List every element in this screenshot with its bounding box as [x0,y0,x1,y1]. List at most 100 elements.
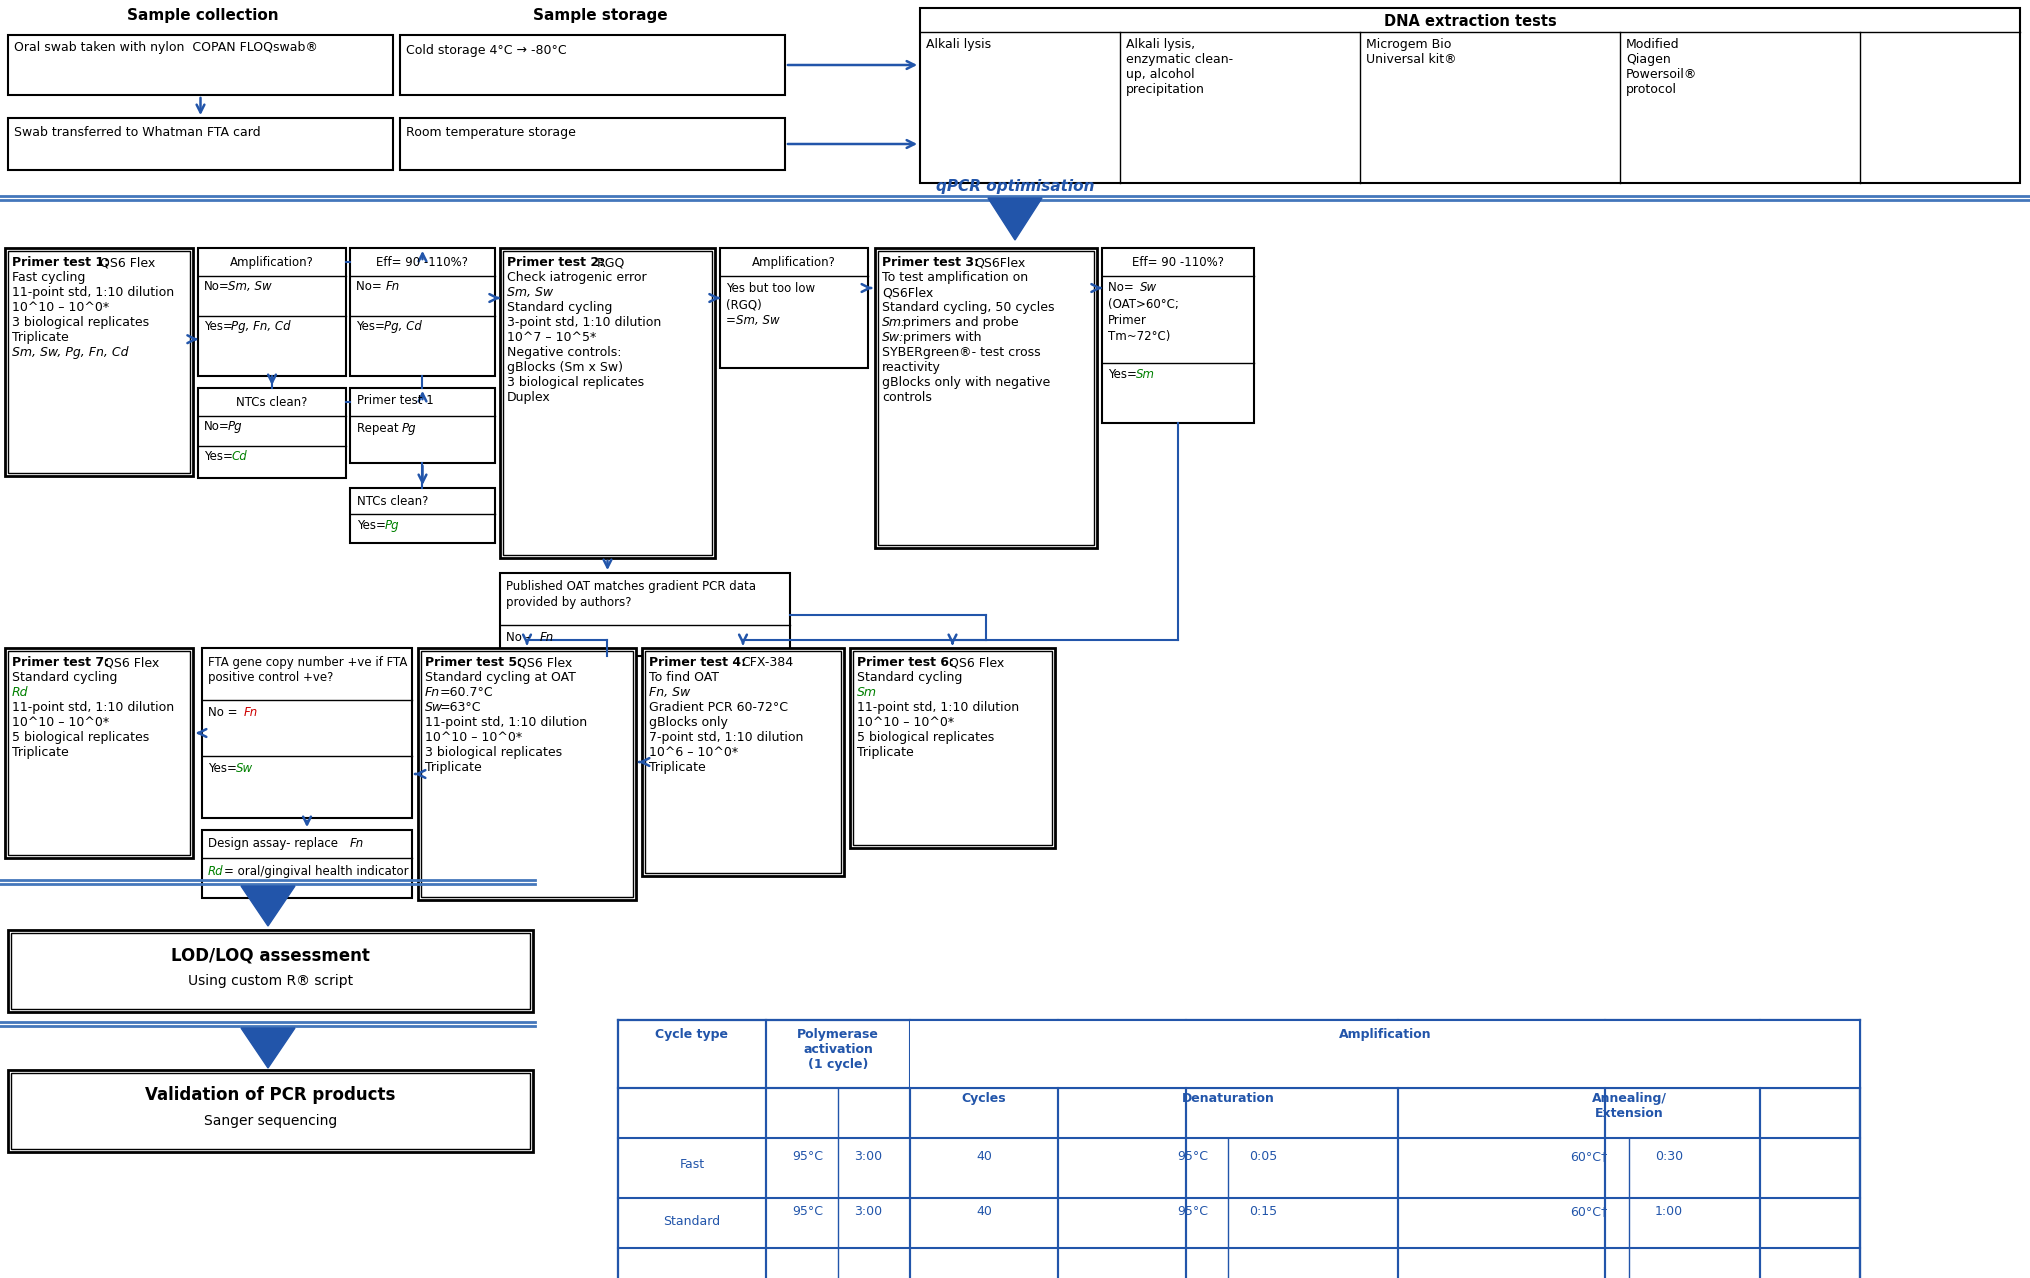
Text: Sm, Sw: Sm, Sw [508,286,552,299]
Text: Eff= 90 -110%?: Eff= 90 -110%? [1133,256,1224,268]
Text: Amplification: Amplification [1338,1028,1431,1042]
Text: Triplicate: Triplicate [12,331,69,344]
Bar [920,8,2020,183]
Text: Pg, Fn, Cd: Pg, Fn, Cd [231,320,290,334]
Text: Room temperature storage: Room temperature storage [406,127,577,139]
Text: 3:00: 3:00 [855,1205,883,1218]
Text: Yes=: Yes= [203,450,233,463]
Text: Primer test 3:: Primer test 3: [881,256,978,268]
Bar [4,648,193,858]
Text: Sample storage: Sample storage [532,8,668,23]
Text: Cold storage 4°C → -80°C: Cold storage 4°C → -80°C [406,43,566,58]
Text: 11-point std, 1:10 dilution: 11-point std, 1:10 dilution [12,702,175,714]
Text: Sanger sequencing: Sanger sequencing [203,1114,337,1128]
Text: Annealing/
Extension: Annealing/ Extension [1592,1091,1667,1120]
Text: 3-point std, 1:10 dilution: 3-point std, 1:10 dilution [508,316,662,328]
Text: Oral swab taken with nylon  COPAN FLOQswab®: Oral swab taken with nylon COPAN FLOQswa… [14,41,319,54]
Text: reactivity: reactivity [881,360,940,374]
Text: FTA gene copy number +ve if FTA: FTA gene copy number +ve if FTA [207,656,408,668]
Text: DNA extraction tests: DNA extraction tests [1384,14,1557,29]
Bar [646,651,840,873]
Text: Pg: Pg [386,519,400,532]
Text: Rd: Rd [12,686,28,699]
Text: 5 biological replicates: 5 biological replicates [12,731,150,744]
Bar [10,933,530,1010]
Text: =60.7°C: =60.7°C [441,686,493,699]
Bar [617,1020,1859,1278]
Bar [909,1021,1859,1088]
Text: Yes but too low: Yes but too low [727,282,816,295]
Text: gBlocks only with negative: gBlocks only with negative [881,376,1050,389]
Text: QS6 Flex: QS6 Flex [99,256,154,268]
Text: Sm, Sw, Pg, Fn, Cd: Sm, Sw, Pg, Fn, Cd [12,346,128,359]
Bar [4,248,193,475]
Text: Validation of PCR products: Validation of PCR products [146,1086,396,1104]
Text: Sm, Sw: Sm, Sw [227,280,272,293]
Text: Using custom R® script: Using custom R® script [189,974,353,988]
Text: Cycle type: Cycle type [656,1028,729,1042]
Bar [8,250,191,473]
Text: 10^6 – 10^0*: 10^6 – 10^0* [650,746,739,759]
Text: Standard cycling: Standard cycling [857,671,962,684]
Text: 0:30: 0:30 [1654,1150,1683,1163]
Text: Primer: Primer [1108,314,1147,327]
Polygon shape [242,886,294,927]
Text: 10^10 – 10^0*: 10^10 – 10^0* [12,716,110,728]
Text: = oral/gingival health indicator: = oral/gingival health indicator [223,865,408,878]
Text: CFX-384: CFX-384 [741,656,794,668]
Text: gBlocks only: gBlocks only [650,716,729,728]
Text: Yes=: Yes= [357,519,386,532]
Text: Modified
Qiagen
Powersoil®
protocol: Modified Qiagen Powersoil® protocol [1626,38,1697,96]
Text: Standard cycling at OAT: Standard cycling at OAT [424,671,577,684]
Bar [203,829,412,898]
Text: Primer test 4:: Primer test 4: [650,656,747,668]
Text: Yes=: Yes= [203,320,233,334]
Text: 10^7 – 10^5*: 10^7 – 10^5* [508,331,597,344]
Text: Triplicate: Triplicate [12,746,69,759]
Text: RGQ: RGQ [597,256,625,268]
Text: Sm, Sw: Sm, Sw [737,314,780,327]
Bar [199,248,345,376]
Text: No -: No - [505,631,534,644]
Text: =: = [727,314,735,327]
Text: Fn: Fn [424,686,441,699]
Text: Yes=: Yes= [207,762,238,774]
Text: Fn: Fn [386,280,400,293]
Bar [8,651,191,855]
Text: gBlocks (Sm x Sw): gBlocks (Sm x Sw) [508,360,623,374]
Bar [8,930,534,1012]
Bar [879,250,1094,544]
Text: 10^10 – 10^0*: 10^10 – 10^0* [424,731,522,744]
Text: 3:00: 3:00 [855,1150,883,1163]
Text: 7-point std, 1:10 dilution: 7-point std, 1:10 dilution [650,731,804,744]
Text: Rd: Rd [207,865,223,878]
Text: 95°C: 95°C [792,1205,824,1218]
Text: To find OAT: To find OAT [650,671,719,684]
Text: Gradient PCR 60-72°C: Gradient PCR 60-72°C [650,702,788,714]
Text: qPCR optimisation: qPCR optimisation [936,179,1094,194]
Bar [1102,248,1255,423]
Text: Negative controls:: Negative controls: [508,346,621,359]
Text: 40: 40 [976,1150,993,1163]
Text: Sw:: Sw: [881,331,905,344]
Text: Tm~72°C): Tm~72°C) [1108,330,1171,343]
Text: Cycles: Cycles [962,1091,1007,1105]
Bar [349,488,495,543]
Text: Fast cycling: Fast cycling [12,271,85,284]
Bar [349,389,495,463]
Text: To test amplification on: To test amplification on [881,271,1027,284]
Text: (RGQ): (RGQ) [727,298,761,311]
Text: Standard cycling: Standard cycling [508,302,613,314]
Text: Triplicate: Triplicate [424,760,481,774]
Text: Microgem Bio
Universal kit®: Microgem Bio Universal kit® [1366,38,1458,66]
Text: Fn: Fn [349,837,363,850]
Text: Primer test 7:: Primer test 7: [12,656,110,668]
Text: Check iatrogenic error: Check iatrogenic error [508,271,648,284]
Text: Swab transferred to Whatman FTA card: Swab transferred to Whatman FTA card [14,127,260,139]
Text: Pg, Cd: Pg, Cd [384,320,422,334]
Text: SYBERgreen®- test cross: SYBERgreen®- test cross [881,346,1041,359]
Text: Cd: Cd [231,450,248,463]
Text: Sw: Sw [235,762,254,774]
Bar [853,651,1052,845]
Text: Standard cycling, 50 cycles: Standard cycling, 50 cycles [881,302,1054,314]
